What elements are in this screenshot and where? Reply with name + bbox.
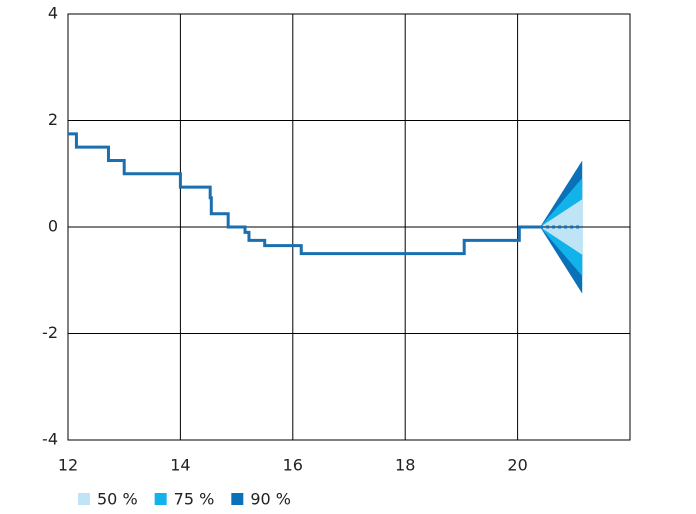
- x-tick-label: 18: [395, 456, 415, 475]
- y-tick-label: -4: [42, 430, 58, 449]
- legend-label: 90 %: [250, 490, 291, 509]
- legend-label: 75 %: [174, 490, 215, 509]
- plot-frame: [67, 13, 631, 441]
- x-tick-label: 14: [170, 456, 190, 475]
- y-tick-label: 2: [48, 110, 58, 129]
- y-tick-label: 0: [48, 217, 58, 236]
- y-tick-label: -2: [42, 323, 58, 342]
- x-tick-label: 16: [283, 456, 303, 475]
- legend-label: 50 %: [97, 490, 138, 509]
- legend-swatch: [231, 493, 244, 505]
- legend-swatch: [78, 493, 90, 505]
- x-tick-label: 20: [507, 456, 527, 475]
- legend-swatch: [154, 493, 167, 505]
- x-tick-label: 12: [58, 456, 78, 475]
- y-tick-label: 4: [48, 4, 58, 23]
- line: [68, 132, 541, 256]
